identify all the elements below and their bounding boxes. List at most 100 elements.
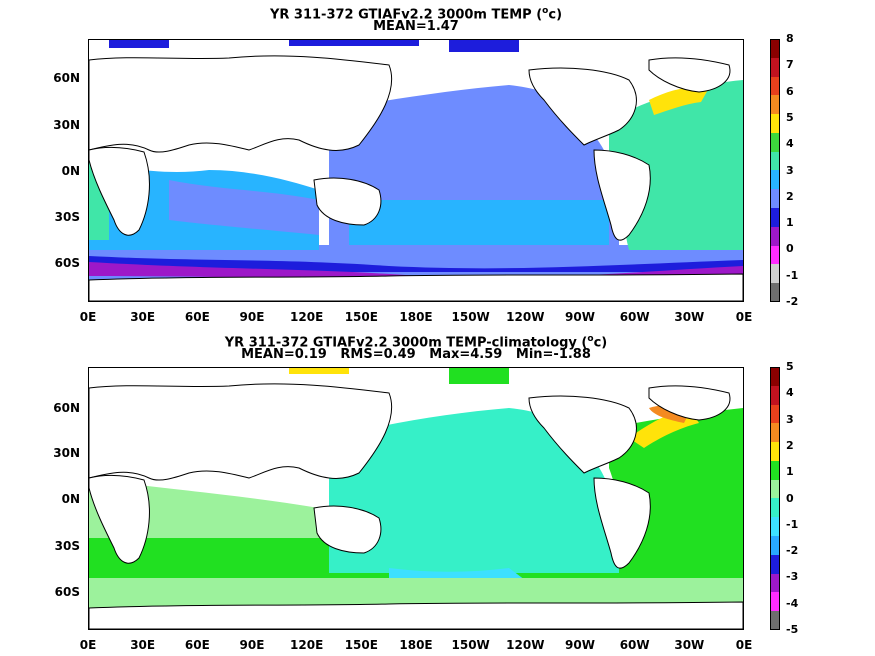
colorbar-swatch [770,283,780,302]
colorbar-swatch [770,442,780,461]
p2-xlabel: 90W [565,638,595,652]
colorbar-label: -5 [786,623,799,636]
colorbar-label: 3 [786,412,794,426]
panel1-subtitle: MEAN=1.47 [373,19,459,34]
panel1-title: YR 311-372 GTIAFv2.2 3000m TEMP (oc) [269,6,563,23]
p1-xlabel: 60W [619,310,650,324]
p1-xlabel: 150E [344,310,378,324]
colorbar-label: -2 [786,544,799,558]
p2-xlabel: 150E [344,638,378,652]
p1-ylabel: 60S [54,256,80,270]
colorbar-label: -2 [786,295,799,308]
colorbar-label: 2 [786,438,794,452]
colorbar-label: 4 [786,386,794,400]
p1-xlabel: 150W [451,310,490,324]
colorbar-label: 5 [786,360,794,373]
colorbar-swatch [770,611,780,630]
colorbar-swatch [770,554,780,574]
panel2-map [88,367,744,630]
p1-ylabel: 60N [53,71,80,85]
colorbar-swatch [770,170,780,190]
colorbar-swatch [770,498,780,518]
p1-ylabel: 30N [53,118,80,132]
p1-xlabel: 90W [565,310,595,324]
p1-xlabel: 0E [79,310,97,324]
p2-pacific [329,408,619,573]
colorbar-label: 1 [786,465,794,479]
p2-ylabel: 30S [54,539,80,553]
colorbar-swatch [770,208,780,227]
colorbar-label: 0 [786,491,794,505]
panel1-map-svg [89,40,743,301]
p2-colorbar [770,367,780,630]
colorbar-swatch [770,76,780,96]
colorbar-swatch [770,226,780,246]
p1-xlabel: 180E [399,310,433,324]
p1-landmasses [89,55,731,241]
colorbar-swatch [770,423,780,443]
colorbar-swatch [770,189,780,209]
p2-xlabel: 30W [674,638,705,652]
colorbar-swatch [770,39,780,58]
panel2-title: YR 311-372 GTIAFv2.2 3000m TEMP-climatol… [224,334,608,351]
p1-xlabel: 120E [290,310,324,324]
p2-xlabel: 60E [184,638,210,652]
colorbar-swatch [770,264,780,284]
p1-xlabel: 30W [674,310,705,324]
colorbar-label: 7 [786,58,794,72]
p1-xlabel: 90E [239,310,265,324]
colorbar-label: -1 [786,517,799,531]
p2-xlabel: 120W [506,638,545,652]
colorbar-swatch [770,57,780,77]
colorbar-swatch [770,385,780,405]
colorbar-label: -4 [786,596,799,610]
colorbar-swatch [770,114,780,133]
p1-xlabel: 0E [735,310,753,324]
colorbar-label: 3 [786,163,794,177]
p2-xlabel: 60W [619,638,650,652]
panel2-map-svg [89,368,743,629]
colorbar-swatch [770,573,780,593]
colorbar-swatch [770,536,780,555]
p2-xlabel: 30E [130,638,156,652]
p1-xlabel: 30E [130,310,156,324]
colorbar-swatch [770,132,780,152]
p2-ylabel: 0N [61,492,80,506]
p2-ylabel: 60S [54,585,80,599]
p2-xlabel: 0E [735,638,753,652]
p2-xlabel: 0E [79,638,97,652]
colorbar-swatch [770,404,780,424]
colorbar-label: 2 [786,189,794,203]
colorbar-swatch [770,592,780,612]
p2-ylabel: 30N [53,446,80,460]
p2-xlabel: 90E [239,638,265,652]
p2-xlabel: 150W [451,638,490,652]
p1-xlabel: 60E [184,310,210,324]
colorbar-label: 0 [786,242,794,256]
colorbar-label: -3 [786,570,799,584]
colorbar-label: -1 [786,268,799,282]
colorbar-label: 1 [786,216,794,230]
p2-landmasses [89,383,731,569]
colorbar-swatch [770,245,780,265]
colorbar-swatch [770,479,780,499]
colorbar-swatch [770,460,780,480]
colorbar-label: 5 [786,110,794,124]
p2-atlantic [609,408,743,588]
p1-ylabel: 0N [61,164,80,178]
p1-colorbar [770,39,780,302]
colorbar-swatch [770,95,780,115]
p2-xlabel: 120E [290,638,324,652]
colorbar-label: 8 [786,32,794,45]
p1-ylabel: 30S [54,210,80,224]
colorbar-swatch [770,517,780,537]
colorbar-label: 6 [786,84,794,98]
panel1-map [88,39,744,302]
colorbar-swatch [770,151,780,171]
p1-xlabel: 120W [506,310,545,324]
panel2-subtitle: MEAN=0.19 RMS=0.49 Max=4.59 Min=-1.88 [241,347,591,362]
colorbar-swatch [770,367,780,386]
colorbar-label: 4 [786,137,794,151]
p2-ylabel: 60N [53,401,80,415]
p2-xlabel: 180E [399,638,433,652]
